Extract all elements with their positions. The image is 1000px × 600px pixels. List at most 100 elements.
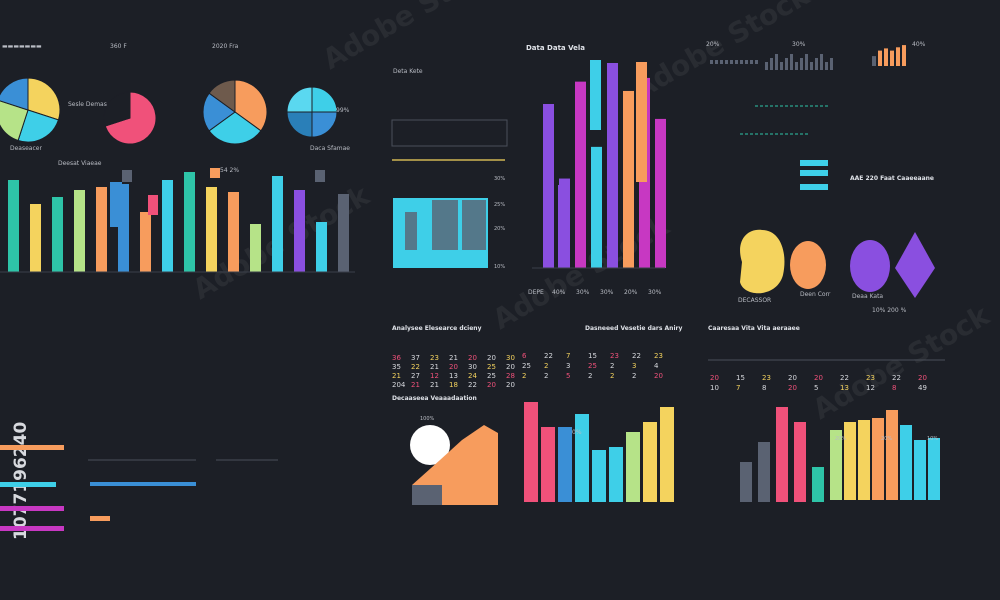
pie-chart-4 [286,86,338,138]
ll-bar-5 [90,516,110,521]
tbl2-cell-1-6: 4 [654,362,659,370]
tbl2-cell-1-2: 3 [566,362,570,370]
ll-bar-2 [0,482,56,487]
tbl1-cell-3-4: 22 [468,381,477,389]
bb1-bar-0 [524,402,538,502]
tbl1-cell-3-0: 204 [392,381,406,389]
tbl3-cell-1-8: 49 [918,384,927,392]
tbl2-cell-1-4: 2 [610,362,614,370]
tbl3-cell-0-4: 20 [814,374,823,382]
left-bar-8 [184,172,195,272]
section-heading-2: Analysee Elesearce dcieny [392,325,482,332]
tr-bar-0 [872,56,876,66]
center-box [391,119,508,147]
tbl1-cell-0-1: 37 [411,354,420,362]
left-stack-0 [110,182,122,227]
mid-bar-3 [591,146,602,268]
tbl1-cell-0-5: 20 [487,354,496,362]
bar-chart-top-right [710,45,906,70]
bb3-bar-5 [900,425,912,500]
tbl2-cell-1-5: 3 [632,362,636,370]
tbl2-cell-2-0: 2 [522,372,526,380]
hdr-a: ▬▬▬▬▬▬▬ [2,43,42,50]
tbl1-cell-2-5: 25 [487,372,496,380]
tbl1-cell-0-6: 30 [506,354,515,362]
mid-bar-0 [543,104,554,268]
tbl1-cell-1-0: 35 [392,363,401,371]
bottom-pie-circle [410,425,450,465]
left-bar-6 [140,212,151,272]
blob-label-a: DECASSOR [738,297,771,304]
tr-mini-8 [750,60,753,64]
pie3-slice-3 [208,79,236,113]
tbl3-cell-0-7: 22 [892,374,901,382]
pie4-slice-3 [286,86,313,113]
blob-shapes: DECASSOR Deen Corr Deaa Kata 10% 200 % [738,229,935,314]
tr-bar-3 [890,50,894,66]
tbl2-cell-0-1: 22 [544,352,553,360]
tbl2-cell-1-0: 25 [522,362,531,370]
tbl1-cell-3-2: 21 [430,381,439,389]
bb3-bar-6 [914,440,926,500]
tbl3-cell-0-6: 23 [866,374,875,382]
tbl3-cell-1-5: 13 [840,384,849,392]
blob-label-c: Deaa Kata [852,293,883,300]
tbl1-cell-3-3: 18 [449,381,458,389]
bb3-bar-2 [858,420,870,500]
tbl1-cell-1-1: 22 [411,363,420,371]
area-mid-base [393,250,488,268]
tbl1-cell-0-0: 36 [392,354,401,362]
left-bar-11 [250,224,261,272]
left-bar-9 [206,187,217,272]
watermark-text-2: Adobe Stock [627,0,816,106]
tbl3-cell-1-6: 12 [866,384,875,392]
bb2-bar-3 [794,422,806,502]
tbl2-cell-0-0: 6 [522,352,527,360]
bb2-bar-2 [776,407,788,502]
tr-pct-b: 30% [792,41,806,48]
bb3-bar-7 [928,438,940,500]
bottom-area-pct: 100% [420,416,435,422]
tbl3-cell-0-2: 23 [762,374,771,382]
hdr-c: 2020 Fra [212,43,239,50]
left-bar-4 [96,187,107,272]
tbl2-cell-2-5: 2 [632,372,636,380]
bb1-bar-4 [592,450,606,502]
tbl3-cell-0-1: 15 [736,374,745,382]
bottom-bars3-pcts: 20% 20% 10% [835,436,938,442]
area-mid-ytick-3: 10% [494,264,505,270]
tbl3-cell-1-3: 20 [788,384,797,392]
tbl2-cell-0-4: 23 [610,352,619,360]
tr-gray-6 [795,62,798,70]
bb3-pct-2: 10% [927,436,938,442]
number-table-3: 20 15 23 20 20 22 23 22 20 10 7 8 20 5 13 12 8 49 [710,374,927,392]
right-title: AAE 220 Faat Caaeeaane [850,175,934,182]
lower-left-panel [0,445,278,531]
pie1-slice-2 [0,100,29,142]
tr-gray-5 [790,54,793,70]
tr-mini-5 [735,60,738,64]
blob-yellow [740,229,785,294]
bb1-bar-6 [626,432,640,502]
tbl3-cell-1-0: 10 [710,384,719,392]
tbl2-cell-1-1: 2 [544,362,548,370]
tr-bar-2 [884,48,888,66]
tbl3-cell-1-4: 5 [814,384,818,392]
tr-gray-10 [815,58,818,70]
tr-bar-5 [902,45,906,66]
area-mid-yticks: 30% 25% 20% 10% [494,176,505,270]
section-heading-3: Dasneeed Vesetie dars Aniry [585,325,682,332]
tr-mini-1 [715,60,718,64]
mid-bar-2 [575,81,586,269]
center-heading: Deta Kete [393,68,423,75]
center-text-panel: Deta Kete [391,68,508,161]
section-heading-4: Caaresaa Vita Vita aeraaee [708,325,800,332]
pie-chart-3 [202,79,268,145]
mid-xtick-2: 30% [576,289,590,296]
bottom-bar-chart-3 [830,410,940,500]
mid-stack-purple [558,185,569,268]
pie4-slice-2 [286,111,313,138]
